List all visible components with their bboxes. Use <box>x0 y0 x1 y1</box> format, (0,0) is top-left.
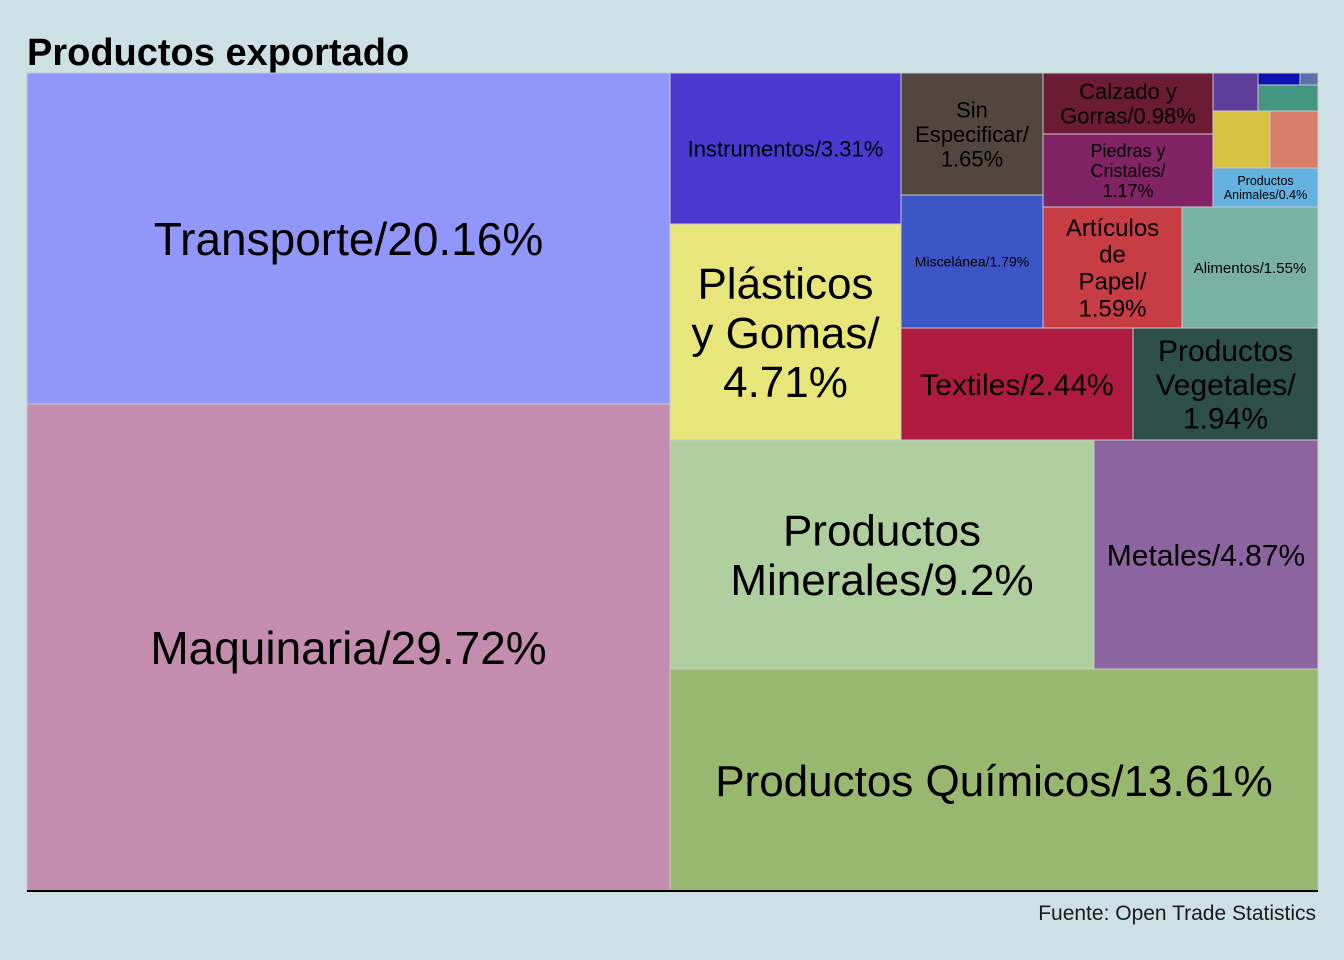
treemap-tile-label: Piedras y Cristales/1.17% <box>1090 141 1165 201</box>
treemap-tile-rect <box>26 72 671 405</box>
treemap-tile-label: Productos Vegetales/1.94% <box>1155 335 1296 435</box>
treemap-tile: Plásticos y Gomas/4.71% <box>669 223 902 441</box>
treemap-tile-rect <box>669 439 1095 670</box>
treemap-tile: Miscelánea/1.79% <box>900 194 1044 329</box>
treemap-tile <box>1299 72 1319 86</box>
treemap-tile <box>1212 72 1259 112</box>
treemap-tile-rect <box>900 72 1044 196</box>
treemap-tile-rect <box>1212 72 1259 112</box>
treemap-tile-rect <box>1299 72 1319 86</box>
treemap-tile: Instrumentos/3.31% <box>669 72 902 225</box>
treemap-tile-label: Productos Minerales/9.2% <box>730 507 1033 605</box>
treemap-tile-label: Maquinaria/29.72% <box>150 622 546 674</box>
treemap-tile-rect <box>1181 206 1319 329</box>
treemap-tile-rect <box>669 72 902 225</box>
treemap-tile-rect <box>1042 72 1214 135</box>
treemap-tile: Alimentos/1.55% <box>1181 206 1319 329</box>
treemap-tile: Productos Químicos/13.61% <box>669 668 1319 892</box>
treemap-tile: Piedras y Cristales/1.17% <box>1042 133 1214 208</box>
treemap-tile: Artículos de Papel/1.59% <box>1042 206 1183 329</box>
treemap-tile: Productos Animales/0.4% <box>1212 167 1319 208</box>
treemap-tile-rect <box>1132 327 1319 441</box>
treemap-tile-label: Textiles/2.44% <box>920 369 1113 402</box>
treemap-tile <box>1257 72 1301 86</box>
treemap-tile-rect <box>900 327 1134 441</box>
treemap-tile: Maquinaria/29.72% <box>26 403 671 892</box>
treemap-tile <box>1212 110 1271 169</box>
treemap-tile-label: Transporte/20.16% <box>154 213 544 265</box>
treemap-tile: Productos Minerales/9.2% <box>669 439 1095 670</box>
treemap-tile-label: Metales/4.87% <box>1107 539 1305 572</box>
treemap-tile: Sin Especificar/1.65% <box>900 72 1044 196</box>
treemap-tile-label: Alimentos/1.55% <box>1194 260 1307 277</box>
treemap-tile: Textiles/2.44% <box>900 327 1134 441</box>
treemap-tile-rect <box>1042 133 1214 208</box>
treemap-tile-rect <box>1093 439 1319 670</box>
treemap-tile-rect <box>1269 110 1319 169</box>
treemap-tile-label: Sin Especificar/1.65% <box>915 97 1030 171</box>
source-caption: Fuente: Open Trade Statistics <box>1038 902 1316 925</box>
treemap-tile: Calzado y Gorras/0.98% <box>1042 72 1214 135</box>
treemap-tile-rect <box>26 403 671 892</box>
treemap-tile <box>1269 110 1319 169</box>
treemap-tile-rect <box>669 223 902 441</box>
treemap-tile: Metales/4.87% <box>1093 439 1319 670</box>
treemap-tile-label: Instrumentos/3.31% <box>688 136 884 161</box>
treemap-tile-label: Miscelánea/1.79% <box>915 254 1029 270</box>
treemap-tile-rect <box>1212 167 1319 208</box>
treemap-tile: Transporte/20.16% <box>26 72 671 405</box>
treemap-tile-label: Plásticos y Gomas/4.71% <box>691 260 880 408</box>
treemap-tile-rect <box>1257 72 1301 86</box>
treemap-tile-label: Productos Químicos/13.61% <box>715 757 1273 806</box>
treemap-tile-label: Productos Animales/0.4% <box>1224 174 1307 202</box>
treemap-tile <box>1257 84 1319 112</box>
treemap-tile-rect <box>900 194 1044 329</box>
chart-title: Productos exportado <box>27 32 410 74</box>
treemap-tile-label: Artículos de Papel/1.59% <box>1066 215 1159 323</box>
treemap-tile: Productos Vegetales/1.94% <box>1132 327 1319 441</box>
treemap-tile-rect <box>669 668 1319 892</box>
treemap-tile-rect <box>1257 84 1319 112</box>
treemap-tile-rect <box>1212 110 1271 169</box>
treemap-tile-label: Calzado y Gorras/0.98% <box>1060 79 1196 129</box>
